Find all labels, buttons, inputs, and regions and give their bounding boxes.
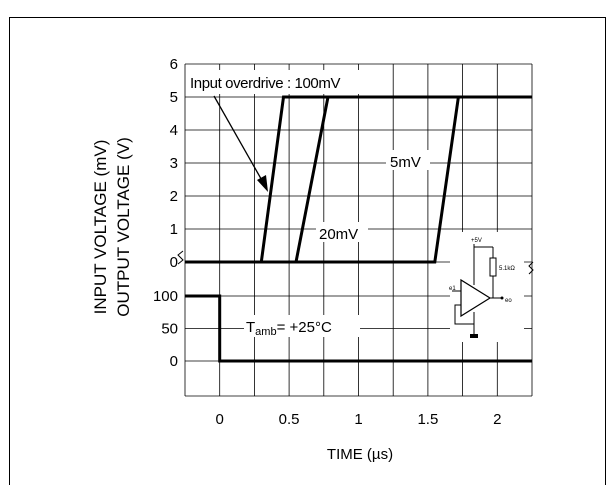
supply-label: +5V — [471, 238, 482, 244]
series-line — [185, 95, 532, 264]
ground-symbol — [470, 334, 478, 338]
overdrive-label: Input overdrive : 100mV — [190, 75, 340, 92]
y-tick-label-output: 5 — [170, 89, 178, 106]
x-tick-label: 2 — [493, 411, 501, 428]
output-label: eo — [505, 298, 512, 304]
xlabel: TIME (µs) — [327, 446, 393, 463]
overdrive-arrow-line — [213, 95, 265, 185]
y-tick-label-output: 4 — [170, 122, 178, 139]
x-tick-label: 0.5 — [279, 411, 300, 428]
output-node — [500, 296, 504, 300]
label-5mv: 5mV — [390, 154, 421, 171]
tamb-label: Tamb= +25°C — [246, 319, 332, 338]
label-5mv-bg — [386, 150, 430, 170]
y-tick-label-output: 2 — [170, 188, 178, 205]
x-tick-label: 0 — [216, 411, 224, 428]
y-tick-label-input: 0 — [170, 353, 178, 370]
x-tick-label: 1.5 — [417, 411, 438, 428]
y-tick-label-input: 50 — [161, 321, 178, 338]
y-tick-label-output: 3 — [170, 155, 178, 172]
y-tick-label-input: 100 — [153, 288, 178, 305]
overdrive-label-bg — [187, 70, 377, 94]
label-20mv: 20mV — [319, 226, 358, 243]
y-tick-label-output: 0 — [170, 254, 178, 271]
label-20mv-bg — [316, 222, 368, 242]
ylabel-input: INPUT VOLTAGE (mV) — [91, 140, 110, 315]
y-tick-label-output: 6 — [170, 56, 178, 73]
y-tick-label-output: 1 — [170, 221, 178, 238]
tick-labels: 0 1 2 3 4 5 6 0 50 100 0 0.5 1 1.5 2 — [153, 56, 502, 428]
figure-frame — [9, 17, 606, 485]
axis-break-left — [177, 250, 184, 265]
comparator-symbol — [460, 278, 492, 318]
pullup-resistor — [489, 257, 497, 277]
input-label: e1 — [449, 286, 456, 292]
axis-break-right — [528, 261, 534, 275]
ylabel-output: OUTPUT VOLTAGE (V) — [114, 137, 133, 316]
resistor-label: 5.1kΩ — [499, 266, 515, 272]
series — [185, 95, 532, 363]
overdrive-arrow-head — [257, 175, 268, 192]
tamb-label-bg — [244, 315, 360, 337]
x-tick-label: 1 — [354, 411, 362, 428]
inset-circuit: +5V 5.1kΩ e1 eo — [449, 232, 524, 342]
series-line — [185, 294, 532, 363]
